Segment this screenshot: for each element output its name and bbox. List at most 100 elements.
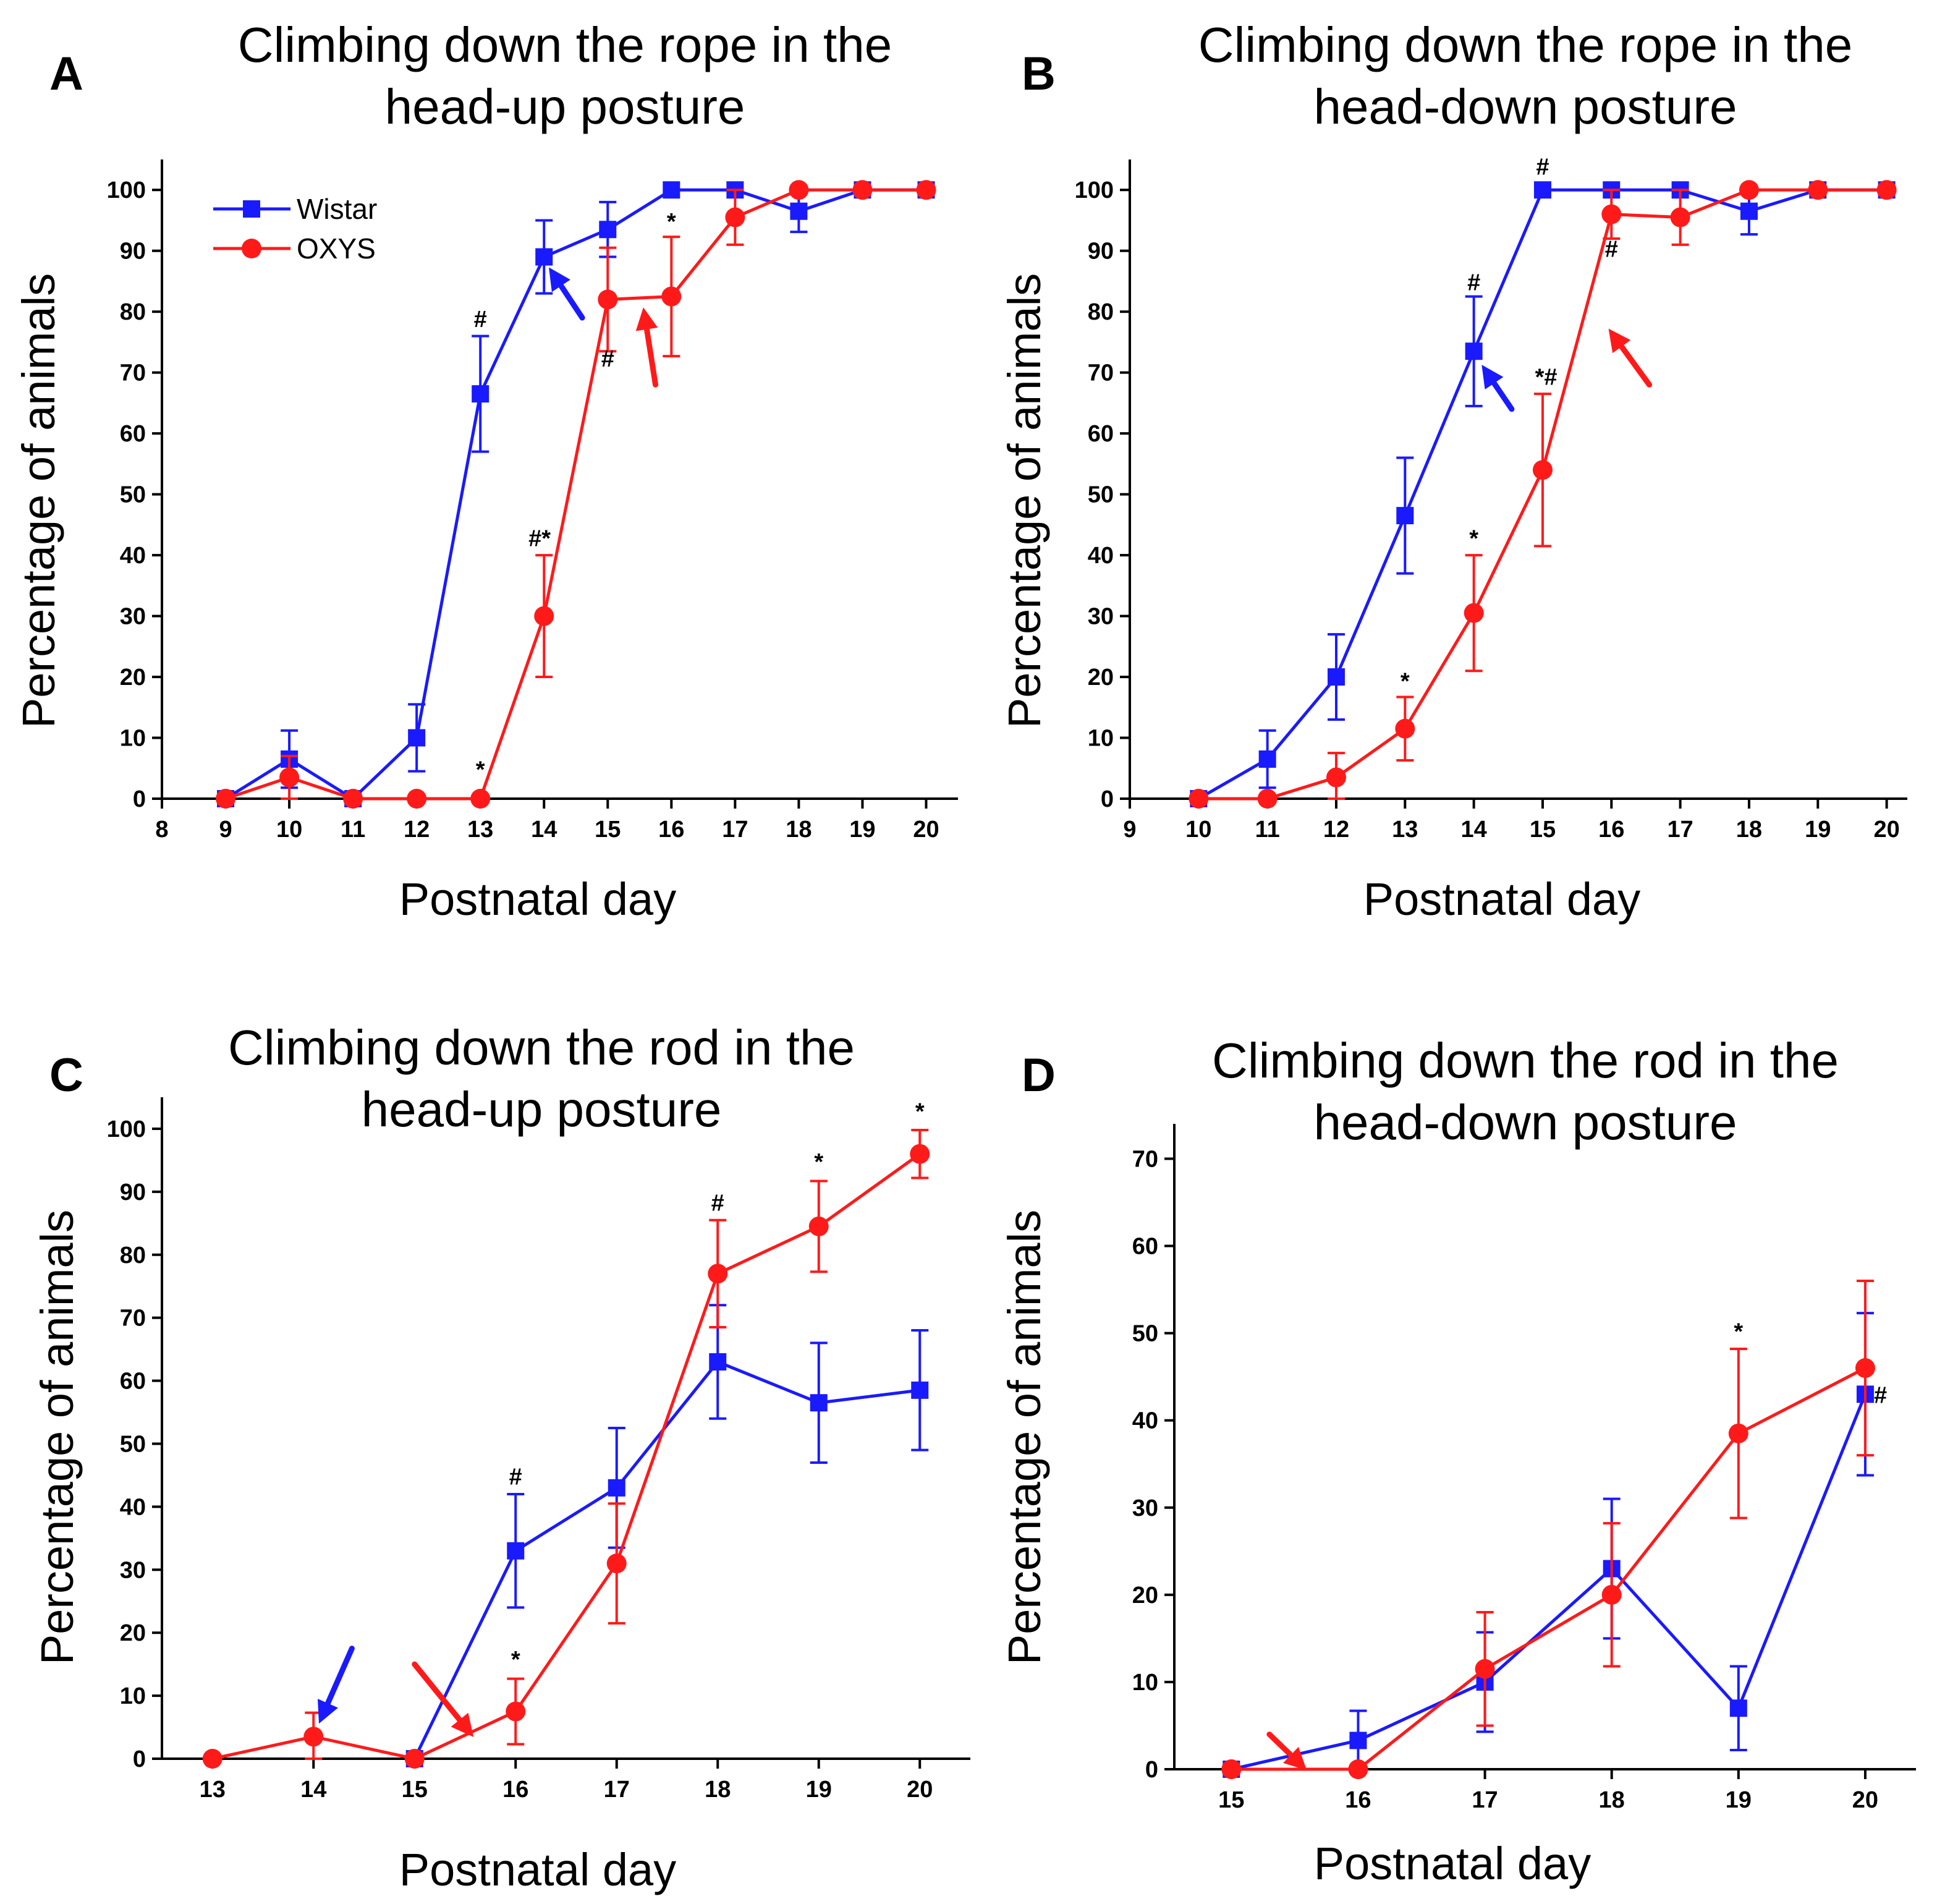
x-tick-label: 18 <box>1599 1787 1625 1813</box>
panel-d-title-line-2: head-down posture <box>1314 1095 1737 1150</box>
wistar-point <box>663 181 680 199</box>
significance-mark: # <box>1536 155 1549 181</box>
oxys-point <box>606 1553 627 1574</box>
panel-c-x-axis-label: Postnatal day <box>399 1844 676 1895</box>
oxys-point <box>808 1216 829 1236</box>
x-tick-label: 14 <box>1460 817 1486 843</box>
oxys-point <box>1257 789 1278 809</box>
wistar-point <box>1327 668 1345 686</box>
y-tick-label: 30 <box>1088 604 1114 630</box>
panel-b: B Climbing down the rope in the head-dow… <box>999 17 1907 925</box>
x-tick-label: 14 <box>300 1777 326 1803</box>
x-tick-label: 9 <box>1123 817 1136 843</box>
wistar-point <box>472 385 490 403</box>
x-tick-label: 17 <box>1667 817 1693 843</box>
oxys-point <box>407 789 427 809</box>
oxys-point <box>216 789 236 809</box>
oxys-point <box>852 180 873 200</box>
y-tick-label: 60 <box>1088 421 1114 447</box>
wistar-point <box>608 1479 625 1497</box>
wistar-arrow-icon <box>318 1646 355 1724</box>
wistar-point <box>1533 181 1551 199</box>
y-tick-label: 100 <box>107 177 146 203</box>
y-tick-label: 90 <box>120 239 146 265</box>
wistar-point <box>1465 342 1483 360</box>
panel-d: D Climbing down the rod in the head-down… <box>999 1033 1916 1889</box>
panel-a-x-axis-label: Postnatal day <box>399 873 676 925</box>
significance-mark: * <box>476 757 485 783</box>
x-tick-label: 9 <box>219 817 232 843</box>
wistar-point <box>507 1542 525 1560</box>
wistar-series-line <box>224 188 926 801</box>
oxys-point <box>1475 1659 1495 1679</box>
oxys-point <box>1348 1759 1368 1779</box>
y-tick-label: 50 <box>1132 1321 1158 1347</box>
oxys-point <box>470 789 491 809</box>
y-tick-label: 50 <box>1088 482 1114 508</box>
oxys-series-line <box>212 1152 921 1761</box>
y-tick-label: 40 <box>1088 543 1114 569</box>
significance-mark: * <box>1469 525 1478 551</box>
significance-mark: # <box>601 346 614 372</box>
y-tick-label: 80 <box>1088 299 1114 325</box>
significance-mark: # <box>509 1464 522 1490</box>
y-tick-label: 20 <box>1088 665 1114 691</box>
panel-c-letter: C <box>49 1049 83 1102</box>
y-tick-label: 20 <box>1132 1583 1158 1609</box>
significance-mark: # <box>1467 270 1480 296</box>
oxys-arrow-icon <box>1266 1732 1307 1770</box>
oxys-point <box>1464 603 1484 623</box>
panel-a-legend: Wistar OXYS <box>213 193 377 265</box>
significance-mark: * <box>915 1099 925 1125</box>
y-tick-label: 60 <box>1132 1234 1158 1260</box>
wistar-point <box>1740 202 1758 220</box>
x-tick-label: 20 <box>1852 1787 1878 1813</box>
panel-d-title-line-1: Climbing down the rod in the <box>1212 1033 1839 1088</box>
y-tick-label: 20 <box>120 665 146 691</box>
panel-c-title-line-1: Climbing down the rod in the <box>228 1020 855 1075</box>
oxys-point <box>1855 1358 1875 1379</box>
oxys-point <box>708 1264 728 1284</box>
panel-b-letter: B <box>1022 48 1056 100</box>
y-tick-label: 60 <box>120 421 146 447</box>
y-tick-label: 30 <box>1132 1495 1158 1521</box>
significance-mark: * <box>1401 669 1410 695</box>
oxys-point <box>1601 204 1622 224</box>
panel-d-letter: D <box>1022 1049 1056 1102</box>
oxys-point <box>910 1144 930 1164</box>
y-tick-label: 100 <box>1075 177 1114 203</box>
wistar-point <box>911 1381 929 1399</box>
x-tick-label: 15 <box>402 1777 428 1803</box>
x-tick-label: 15 <box>1530 817 1556 843</box>
y-tick-label: 20 <box>120 1620 146 1646</box>
wistar-point <box>1729 1699 1747 1717</box>
panel-b-title-line-1: Climbing down the rope in the <box>1198 17 1852 72</box>
y-tick-label: 80 <box>120 299 146 325</box>
panel-b-title-line-2: head-down posture <box>1314 79 1737 134</box>
x-tick-label: 15 <box>1218 1787 1244 1813</box>
significance-mark: #* <box>528 525 551 551</box>
panel-a-letter: A <box>49 48 83 100</box>
oxys-arrow-icon <box>1608 328 1653 388</box>
oxys-point <box>1221 1759 1242 1779</box>
y-tick-label: 40 <box>120 1494 146 1520</box>
y-tick-label: 0 <box>1101 786 1114 812</box>
y-tick-label: 70 <box>120 360 146 386</box>
y-tick-label: 40 <box>1132 1408 1158 1434</box>
panel-a-y-axis-label: Percentage of animals <box>13 273 64 728</box>
wistar-point <box>709 1353 727 1371</box>
oxys-point <box>303 1727 324 1747</box>
y-tick-label: 10 <box>1088 726 1114 752</box>
x-tick-label: 11 <box>1255 817 1280 843</box>
significance-mark: # <box>711 1190 724 1216</box>
significance-mark: * <box>814 1149 823 1175</box>
legend-wistar-marker <box>243 200 260 218</box>
panel-c-y-axis-label: Percentage of animals <box>32 1210 83 1665</box>
wistar-point <box>790 202 808 220</box>
x-tick-label: 20 <box>913 817 939 843</box>
x-tick-label: 19 <box>1805 817 1831 843</box>
y-tick-label: 90 <box>1088 239 1114 265</box>
x-tick-label: 12 <box>404 817 430 843</box>
panel-a-title-line-2: head-up posture <box>385 79 745 134</box>
significance-mark: # <box>1874 1382 1887 1408</box>
